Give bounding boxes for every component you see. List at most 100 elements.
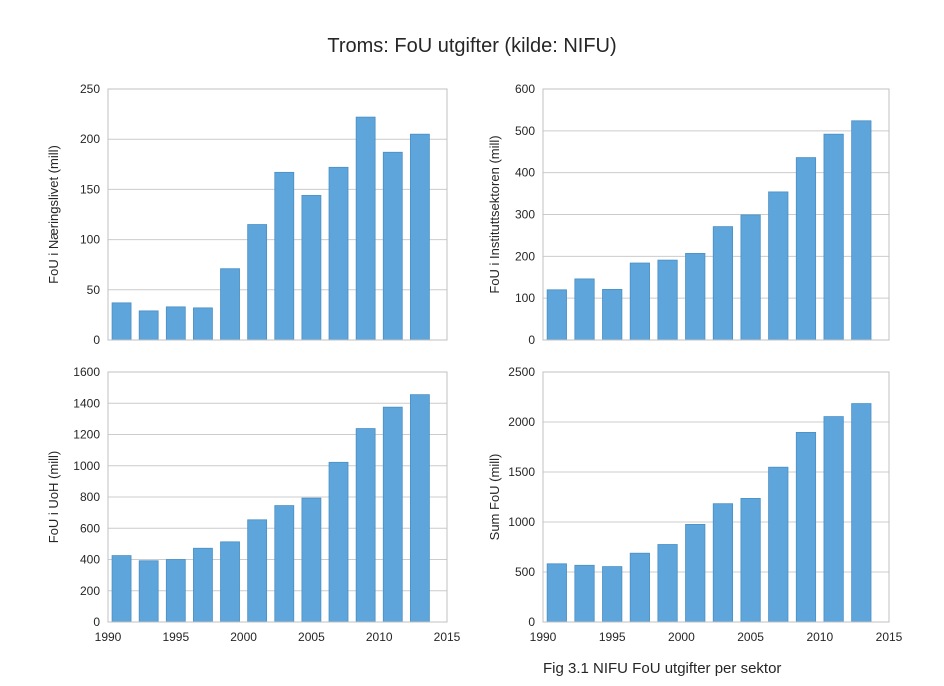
plot-frame — [107, 88, 448, 341]
x-tick-label: 2000 — [230, 630, 257, 644]
bar — [602, 288, 623, 341]
y-axis-label: FoU i UoH (mill) — [46, 451, 61, 543]
bar — [220, 268, 240, 341]
bar — [740, 214, 761, 341]
plot-frame — [542, 88, 890, 341]
bar — [382, 406, 403, 623]
bar — [546, 563, 567, 623]
y-axis-label: FoU i Næringslivet (mill) — [46, 145, 61, 284]
bar — [851, 403, 872, 623]
bar — [165, 559, 186, 623]
y-axis-label: Sum FoU (mill) — [487, 454, 502, 541]
bar — [193, 307, 213, 341]
bar — [274, 171, 295, 341]
plot-frame — [542, 371, 890, 623]
x-tick-label: 2000 — [668, 630, 695, 644]
bar — [602, 566, 623, 623]
x-tick-label: 2015 — [876, 630, 903, 644]
y-tick-label: 800 — [80, 490, 100, 504]
chart-instituttsektoren: 0 100 200 300 400 500 600 FoU i Instituttsektor… — [487, 82, 890, 347]
y-tick-label: 200 — [515, 249, 535, 263]
figure-title: Troms: FoU utgifter (kilde: NIFU) — [327, 35, 617, 57]
y-tick-label: 1600 — [73, 365, 100, 379]
y-tick-label: 0 — [93, 333, 100, 347]
y-tick-label: 400 — [80, 553, 100, 567]
bar — [657, 544, 678, 623]
y-tick-label: 100 — [80, 233, 100, 247]
bar — [193, 547, 213, 623]
bar — [247, 224, 268, 341]
bar — [685, 253, 706, 341]
chart-uoh: 0 200 400 600 800 1000 1200 1400 1600 1990 1995 200… — [46, 365, 461, 644]
y-tick-label: 1500 — [508, 465, 535, 479]
x-tick-label: 1990 — [530, 630, 557, 644]
bar — [382, 151, 403, 341]
bar — [274, 505, 295, 623]
y-tick-label: 1000 — [73, 459, 100, 473]
bar — [574, 278, 595, 341]
y-tick-label: 100 — [515, 291, 535, 305]
bar — [795, 431, 817, 623]
bar — [355, 116, 376, 341]
bar — [138, 560, 159, 623]
bar — [851, 120, 872, 341]
bar — [111, 302, 132, 341]
bar — [301, 195, 322, 341]
x-tick-label: 2015 — [434, 630, 461, 644]
bar — [685, 524, 706, 623]
bar — [712, 226, 734, 341]
bar — [768, 191, 789, 341]
y-tick-label: 1200 — [73, 428, 100, 442]
x-tick-label: 1990 — [95, 630, 122, 644]
y-tick-label: 500 — [515, 565, 535, 579]
bar — [247, 519, 268, 623]
bar — [823, 133, 844, 341]
bar — [301, 497, 322, 623]
x-tick-label: 1995 — [599, 630, 626, 644]
x-tick-label: 2005 — [737, 630, 764, 644]
chart-sum: 0 500 1000 1500 2000 2500 1990 1995 2000 2005 2010… — [487, 365, 903, 644]
figure-caption: Fig 3.1 NIFU FoU utgifter per sektor — [543, 660, 782, 677]
y-tick-label: 1000 — [508, 515, 535, 529]
y-tick-label: 2500 — [508, 365, 535, 379]
x-tick-label: 2005 — [298, 630, 325, 644]
y-tick-label: 0 — [528, 615, 535, 629]
y-tick-label: 600 — [515, 82, 535, 96]
bar — [328, 461, 349, 623]
y-tick-label: 1400 — [73, 396, 100, 410]
bar — [409, 394, 430, 623]
bar — [165, 306, 186, 341]
y-tick-label: 600 — [80, 521, 100, 535]
bar — [768, 466, 789, 623]
bar — [712, 503, 734, 623]
y-tick-label: 0 — [93, 615, 100, 629]
bar — [328, 166, 349, 341]
bar — [629, 262, 650, 341]
bar — [138, 310, 159, 341]
y-tick-label: 0 — [528, 333, 535, 347]
chart-naeringslivet: 0 50 100 150 200 250 FoU i Næringslivet (mill) — [46, 82, 448, 347]
bar — [574, 564, 595, 623]
y-tick-label: 200 — [80, 584, 100, 598]
bar — [657, 259, 678, 341]
y-tick-label: 400 — [515, 166, 535, 180]
bar — [220, 541, 240, 623]
y-axis-label: FoU i Instituttsektoren (mill) — [487, 135, 502, 293]
bar — [355, 428, 376, 623]
y-tick-label: 200 — [80, 132, 100, 146]
bar — [409, 133, 430, 341]
y-tick-label: 150 — [80, 182, 100, 196]
y-tick-label: 50 — [87, 283, 101, 297]
bar — [740, 497, 761, 623]
bar — [823, 416, 844, 623]
y-tick-label: 250 — [80, 82, 100, 96]
y-tick-label: 2000 — [508, 415, 535, 429]
bar — [546, 289, 567, 341]
bar — [795, 157, 817, 341]
x-tick-label: 2010 — [806, 630, 833, 644]
y-tick-label: 500 — [515, 124, 535, 138]
bar — [629, 552, 650, 623]
bar — [111, 555, 132, 623]
x-tick-label: 1995 — [162, 630, 189, 644]
